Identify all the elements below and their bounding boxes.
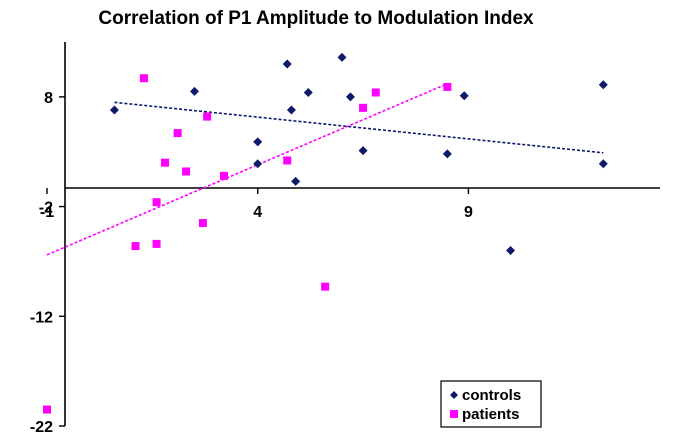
y-tick-label: -22 [30, 419, 53, 436]
patients-data-point [203, 112, 212, 121]
patients-data-point [152, 239, 161, 248]
x-tick-label: 4 [253, 204, 262, 221]
y-tick-group: -22 -12 -2 8 [30, 90, 65, 436]
chart-title: Correlation of P1 Amplitude to Modulatio… [98, 8, 534, 29]
patients-data-point [152, 198, 161, 207]
controls-data-point [442, 149, 452, 159]
trendline-group [46, 82, 604, 256]
controls-data-point [358, 146, 368, 156]
legend-patients-label: patients [462, 406, 520, 423]
x-tick-group: -1 4 9 [40, 188, 473, 221]
y-tick-label: -2 [39, 200, 53, 217]
patients-data-point [131, 242, 140, 251]
patients-data-point [283, 156, 292, 165]
legend: controls patients [440, 380, 542, 428]
legend-controls-label: controls [462, 387, 521, 404]
controls-data-point [459, 91, 469, 101]
x-tick-label: 9 [464, 204, 473, 221]
y-tick-label: -12 [30, 309, 53, 326]
patients-data-point [139, 74, 148, 83]
y-tick-label: 8 [44, 90, 53, 107]
patients-data-point [443, 82, 452, 91]
controls-data-point [345, 92, 355, 102]
patients-data-point [161, 158, 169, 167]
controls-data-point [506, 245, 516, 255]
x-tick-label: -1 [40, 204, 54, 221]
controls-data-point [253, 159, 263, 169]
patients-data-point [198, 219, 207, 228]
controls-data-point [286, 105, 296, 115]
data-point-group [43, 52, 608, 414]
legend-box [440, 380, 542, 428]
controls-data-point [282, 59, 292, 69]
controls-data-point [109, 105, 119, 115]
controls-data-point [291, 176, 301, 186]
patients-trendline [46, 82, 448, 256]
patients-data-point [220, 171, 228, 180]
patients-data-point [359, 103, 368, 112]
patients-data-point [173, 129, 182, 138]
legend-controls-marker [450, 391, 458, 399]
patients-data-point [371, 88, 380, 97]
controls-data-point [303, 87, 313, 97]
controls-data-point [598, 159, 608, 169]
patients-data-point [321, 282, 330, 291]
controls-data-point [598, 80, 608, 90]
legend-patients-marker [450, 410, 458, 418]
controls-trendline [114, 101, 604, 154]
controls-data-point [190, 86, 199, 96]
controls-data-point [253, 137, 263, 147]
patients-data-point [182, 167, 191, 176]
controls-data-point [337, 52, 347, 62]
patients-data-point [43, 405, 51, 414]
